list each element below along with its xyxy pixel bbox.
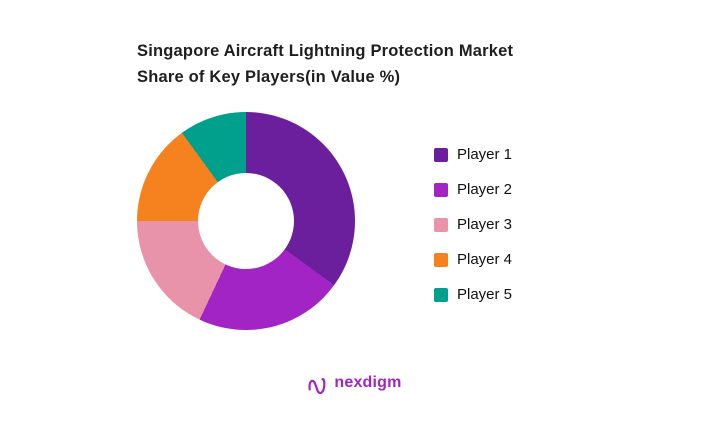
legend-item: Player 3 <box>434 216 512 234</box>
legend-label: Player 5 <box>457 286 513 303</box>
legend-swatch <box>434 183 448 197</box>
logo-text: nexdigm <box>334 374 402 391</box>
legend-label: Player 3 <box>457 216 513 233</box>
legend-swatch <box>434 218 448 232</box>
legend-item: Player 1 <box>434 146 512 164</box>
legend-swatch <box>434 148 448 162</box>
donut-chart <box>137 112 355 330</box>
legend-swatch <box>434 253 448 267</box>
legend-item: Player 5 <box>434 286 512 304</box>
legend-item: Player 4 <box>434 251 512 269</box>
legend-label: Player 2 <box>457 181 513 198</box>
logo: nexdigm <box>0 372 708 394</box>
chart-title: Singapore Aircraft Lightning Protection … <box>137 38 597 90</box>
chart-title-line1: Singapore Aircraft Lightning Protection … <box>137 42 514 60</box>
donut-hole <box>198 173 294 269</box>
legend-swatch <box>434 288 448 302</box>
legend-item: Player 2 <box>434 181 512 199</box>
nexdigm-logo-icon <box>306 372 328 394</box>
legend: Player 1 Player 2 Player 3 Player 4 Player 5 <box>434 146 512 304</box>
legend-label: Player 4 <box>457 251 513 268</box>
chart-title-line2: Share of Key Players(in Value %) <box>137 68 401 86</box>
legend-label: Player 1 <box>457 146 513 163</box>
